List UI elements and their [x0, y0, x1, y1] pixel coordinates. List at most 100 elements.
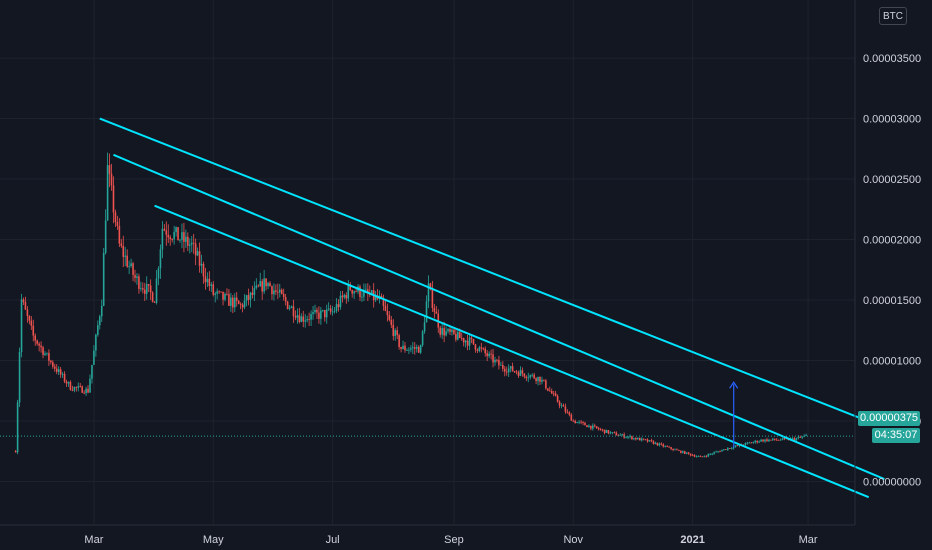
candle-body: [713, 452, 715, 454]
candle-body: [748, 442, 751, 444]
trendline-upper[interactable]: [99, 117, 872, 424]
candle-body: [635, 438, 637, 440]
candle-body: [799, 437, 802, 438]
currency-badge[interactable]: BTC: [879, 7, 907, 25]
candle-body: [300, 316, 303, 322]
candle-body: [290, 306, 293, 308]
candle-body: [320, 310, 322, 319]
candle-body: [282, 293, 285, 298]
candle-body: [277, 291, 279, 293]
candle-body: [38, 343, 40, 346]
candle-body: [194, 243, 197, 256]
candle-body: [192, 242, 195, 244]
candle-body: [134, 274, 136, 278]
candle-body: [361, 296, 363, 298]
candle-body: [676, 449, 678, 451]
candle-body: [415, 346, 418, 349]
candle-body: [155, 278, 158, 303]
candle-body: [67, 381, 70, 384]
candle-body: [464, 340, 467, 343]
candle-body: [709, 453, 712, 455]
candle-body: [637, 437, 639, 440]
candle-body: [52, 362, 54, 367]
candle-body: [425, 301, 428, 323]
candle-body: [441, 328, 443, 335]
candle-body: [537, 376, 539, 382]
y-tick-label: 0.00000000: [863, 476, 921, 488]
candle-body: [222, 291, 224, 300]
candle-body: [318, 312, 320, 319]
candle-body: [339, 295, 342, 308]
candle-body: [472, 338, 475, 345]
candle-body: [650, 440, 653, 442]
candle-body: [576, 422, 578, 424]
candle-body: [480, 347, 483, 349]
candle-body: [171, 239, 173, 240]
candle-body: [554, 393, 557, 396]
candle-body: [443, 328, 445, 336]
candle-body: [93, 350, 95, 365]
candle-body: [296, 315, 299, 318]
candle-body: [98, 316, 101, 326]
candle-body: [402, 345, 404, 350]
candle-body: [558, 401, 561, 406]
candle-body: [791, 438, 794, 440]
candle-body: [165, 230, 168, 235]
time-axis[interactable]: Mar May Jul Sep Nov 2021 Mar: [84, 534, 817, 546]
candle-body: [22, 299, 25, 303]
x-tick-label: Mar: [84, 534, 103, 546]
candle-body: [183, 232, 185, 242]
candle-body: [16, 402, 19, 453]
candle-body: [337, 304, 340, 308]
candle-body: [658, 443, 661, 446]
y-tick-label: 0.00002000: [863, 235, 921, 247]
candle-body: [341, 295, 344, 298]
candle-body: [128, 266, 130, 267]
candle-body: [253, 288, 256, 295]
trendline-lower[interactable]: [154, 204, 870, 499]
candle-body: [801, 436, 803, 438]
candle-body: [431, 288, 434, 308]
candle-body: [404, 345, 406, 351]
candle-body: [400, 346, 402, 350]
candle-body: [505, 371, 508, 373]
candle-body: [721, 450, 723, 452]
candle-body: [603, 429, 606, 433]
candle-body: [265, 278, 267, 287]
candle-body: [664, 446, 667, 447]
trendline-middle[interactable]: [113, 153, 885, 480]
candle-body: [228, 294, 230, 306]
x-tick-label: Nov: [563, 534, 583, 546]
candle-body: [24, 302, 27, 310]
candle-body: [36, 340, 38, 344]
candle-body: [40, 345, 42, 348]
candle-body: [202, 263, 205, 277]
candle-body: [703, 456, 706, 458]
trendline-group[interactable]: [99, 117, 885, 499]
candle-body: [562, 405, 565, 407]
candle-body: [388, 315, 391, 320]
candle-body: [593, 425, 596, 427]
candle-body: [26, 309, 29, 316]
candle-body: [114, 212, 117, 223]
y-tick-label: 0.00001000: [863, 355, 921, 367]
candle-body: [79, 386, 82, 387]
candle-body: [48, 352, 50, 361]
candle-body: [615, 432, 618, 436]
measure-arrow-group[interactable]: [729, 381, 739, 448]
candle-body: [275, 290, 277, 292]
candle-body: [241, 304, 244, 308]
candle-body: [439, 327, 442, 335]
candle-body: [419, 345, 422, 353]
candle-body: [725, 449, 727, 450]
candle-body: [327, 308, 330, 310]
candle-body: [365, 289, 367, 291]
candle-body: [73, 387, 76, 391]
candle-body: [124, 255, 127, 257]
candle-body: [363, 290, 365, 297]
candle-body: [382, 298, 385, 306]
candle-body: [752, 442, 755, 444]
candle-body: [680, 450, 682, 453]
candle-body: [719, 451, 721, 453]
